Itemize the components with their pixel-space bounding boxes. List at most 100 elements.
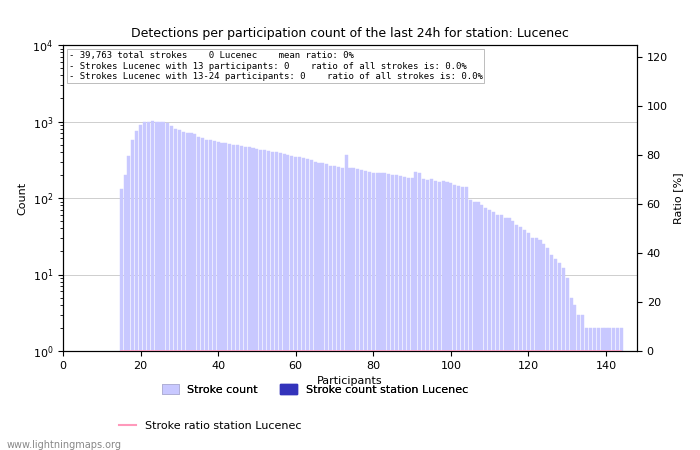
Bar [422,180,425,450]
Bar [294,157,298,450]
Bar [349,167,351,450]
Bar [344,154,348,450]
Bar [162,122,165,450]
Bar [558,263,561,450]
Bar [259,149,262,450]
Bar [500,215,503,450]
Bar [256,149,258,450]
Bar [570,297,573,450]
Bar [391,175,394,450]
Bar [508,218,510,450]
Bar [267,151,270,450]
Bar [213,141,216,450]
Bar [601,328,603,450]
Bar [410,179,414,450]
Bar [593,328,596,450]
Bar [275,153,278,450]
Bar [197,137,200,450]
Bar [457,186,460,450]
Bar [445,182,449,450]
Bar [283,154,286,450]
Bar [352,168,356,450]
Bar [414,172,417,450]
Bar [364,171,367,450]
Bar [329,166,332,450]
Bar [465,187,468,450]
Bar [174,129,177,450]
Bar [139,125,142,450]
Bar [326,164,328,450]
Bar [542,244,545,450]
Bar [535,238,538,450]
Bar [248,147,251,450]
Bar [178,130,181,450]
Bar [158,122,162,450]
Bar [566,278,568,450]
Bar [244,147,247,450]
Bar [224,143,228,450]
Bar [216,142,220,450]
Bar [368,172,371,450]
Bar [503,218,507,450]
Bar [554,259,557,450]
Bar [120,189,122,450]
Bar [337,167,340,450]
Bar [399,176,402,450]
Legend: Stroke count, Stroke count station Lucenec: Stroke count, Stroke count station Lucen… [158,380,473,400]
Bar [143,122,146,450]
Bar [426,180,429,450]
Bar [201,138,204,450]
Bar [302,158,305,450]
Bar [480,205,484,450]
Bar [271,152,274,450]
Bar [135,131,138,450]
Bar [562,269,565,450]
Bar [321,163,324,450]
Bar [205,140,208,450]
Text: - 39,763 total strokes    0 Lucenec    mean ratio: 0%
- Strokes Lucenec with 13 : - 39,763 total strokes 0 Lucenec mean ra… [69,51,482,81]
Bar [123,175,127,450]
Bar [232,144,235,450]
Bar [573,305,577,450]
Bar [356,169,359,450]
Bar [581,315,584,450]
Bar [550,255,553,450]
Text: www.lightningmaps.org: www.lightningmaps.org [7,440,122,450]
Bar [449,184,452,450]
Bar [589,328,592,450]
Bar [240,146,243,450]
Bar [515,225,518,450]
Bar [616,328,620,450]
Bar [578,315,580,450]
Bar [531,238,534,450]
Bar [360,170,363,450]
Bar [484,207,487,450]
Bar [608,328,611,450]
Bar [395,175,398,450]
Bar [150,121,154,450]
Bar [402,177,406,450]
Bar [290,156,293,450]
Bar [477,202,480,450]
Bar [279,153,281,450]
Bar [298,158,301,450]
Bar [419,172,421,450]
Bar [612,328,615,450]
Bar [434,181,437,450]
Bar [132,140,134,450]
Legend: Stroke ratio station Lucenec: Stroke ratio station Lucenec [115,417,305,436]
Bar [438,182,441,450]
Bar [585,328,588,450]
Bar [511,221,514,450]
Bar [263,150,266,450]
Bar [170,126,173,450]
Bar [333,166,336,450]
Bar [228,144,231,450]
Bar [523,230,526,450]
Bar [492,212,495,450]
Bar [620,328,623,450]
Bar [546,248,550,450]
Bar [166,123,169,450]
Bar [407,178,410,450]
Bar [236,145,239,450]
